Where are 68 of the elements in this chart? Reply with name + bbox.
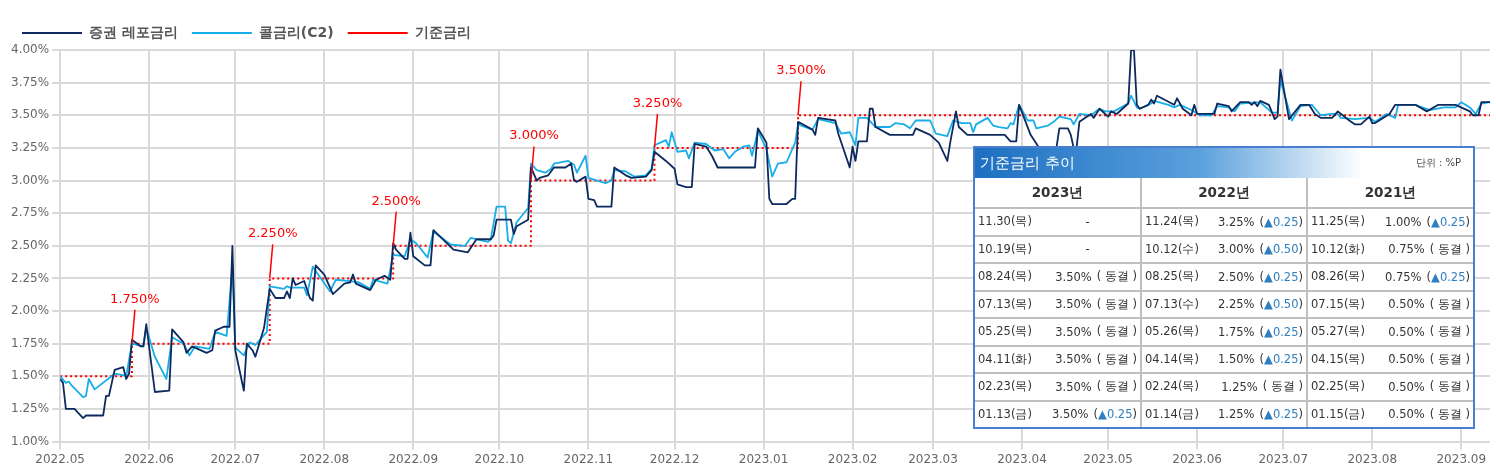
annotation: 3.500% <box>776 62 826 78</box>
text: 11.30(목) - <box>978 214 1090 229</box>
category-label: 2021년 <box>1307 178 1473 208</box>
text: 08.26(목) 0.75% (▲0.25) <box>1311 269 1470 284</box>
x-tick-label: 2022.05 <box>35 451 85 466</box>
text: 08.25(목) 2.50% (▲0.25) <box>1145 269 1303 284</box>
x-tick-label: 2023.06 <box>1172 451 1222 466</box>
y-tick-label: 1.50% <box>11 368 50 383</box>
y-tick-label: 1.75% <box>11 335 50 350</box>
annotation: 2.250% <box>247 225 298 241</box>
y-tick-label: 2.25% <box>11 270 50 285</box>
x-tick-label: 2022.07 <box>210 451 261 466</box>
x-tick-label: 2022.09 <box>388 451 439 466</box>
x-tick-label: 2023.05 <box>1083 451 1133 466</box>
text: 10.12(수) 3.00% (▲0.50) <box>1145 241 1303 257</box>
text: 10.12(화) 0.75% ( 동결 ) <box>1311 241 1470 257</box>
text: 04.11(화) 3.50% ( 동결 ) <box>978 351 1137 367</box>
y-tick-label: 4.00% <box>11 42 50 57</box>
text: 04.15(목) 0.50% ( 동결 ) <box>1311 351 1470 367</box>
annotation: 3.250% <box>632 94 683 110</box>
legend-label: 기준금리 <box>414 23 471 40</box>
text: 07.13(수) 2.25% (▲0.50) <box>1145 296 1303 312</box>
text: 02.24(목) 1.25% ( 동결 ) <box>1145 379 1303 394</box>
category-label: 2023년 <box>975 178 1141 208</box>
y-tick-label: 3.25% <box>11 140 50 155</box>
y-tick-label: 3.50% <box>11 107 50 122</box>
x-tick-label: 2022.11 <box>563 451 614 466</box>
x-tick-label: 2022.08 <box>299 451 350 466</box>
text: 07.13(목) 3.50% ( 동결 ) <box>978 296 1137 312</box>
legend-label: 증권 레포금리 <box>89 23 178 40</box>
text: 01.15(금) 0.50% ( 동결 ) <box>1311 406 1470 422</box>
legend-label: 콜금리(C2) <box>258 23 334 40</box>
text: 07.15(목) 0.50% ( 동결 ) <box>1311 296 1470 312</box>
text: 04.14(목) 1.50% (▲0.25) <box>1145 351 1303 367</box>
x-tick-label: 2023.04 <box>997 451 1047 466</box>
category-label: 2022년 <box>1141 178 1307 208</box>
text: 02.23(목) 3.50% ( 동결 ) <box>978 379 1137 394</box>
text: 01.14(금) 1.25% (▲0.25) <box>1145 406 1303 422</box>
text: 05.27(목) 0.50% ( 동결 ) <box>1311 324 1470 339</box>
y-tick-label: 2.00% <box>11 303 50 318</box>
text: 10.19(목) - <box>978 241 1090 257</box>
text: 기준금리 추이 <box>979 153 1075 173</box>
y-tick-label: 1.25% <box>11 401 50 416</box>
x-tick-label: 2022.06 <box>124 451 174 466</box>
text: 단위 : %P <box>1415 156 1462 170</box>
y-tick-label: 1.00% <box>11 433 50 448</box>
x-tick-label: 2023.01 <box>738 451 789 466</box>
annotation: 2.500% <box>371 192 421 208</box>
y-tick-label: 2.75% <box>11 205 50 220</box>
y-tick-label: 3.75% <box>11 74 50 89</box>
annotation: 1.750% <box>110 290 160 306</box>
x-tick-label: 2022.12 <box>649 451 700 466</box>
text: 08.24(목) 3.50% ( 동결 ) <box>978 269 1137 284</box>
y-tick-label: 3.00% <box>11 172 50 187</box>
x-tick-label: 2023.08 <box>1347 451 1398 466</box>
y-tick-label: 2.50% <box>11 237 50 252</box>
text: 02.25(목) 0.50% ( 동결 ) <box>1311 379 1470 394</box>
text: 05.26(목) 1.75% (▲0.25) <box>1145 324 1303 339</box>
x-tick-label: 2022.10 <box>474 451 525 466</box>
x-tick-label: 2023.03 <box>908 451 958 466</box>
annotation: 3.000% <box>509 127 559 143</box>
x-tick-label: 2023.02 <box>827 451 878 466</box>
text: 11.24(목) 3.25% (▲0.25) <box>1145 214 1303 229</box>
x-tick-label: 2023.09 <box>1436 451 1487 466</box>
text: 05.25(목) 3.50% ( 동결 ) <box>978 324 1137 339</box>
text: 11.25(목) 1.00% (▲0.25) <box>1311 214 1470 229</box>
x-tick-label: 2023.07 <box>1258 451 1309 466</box>
text: 01.13(금) 3.50% (▲0.25) <box>978 406 1137 422</box>
